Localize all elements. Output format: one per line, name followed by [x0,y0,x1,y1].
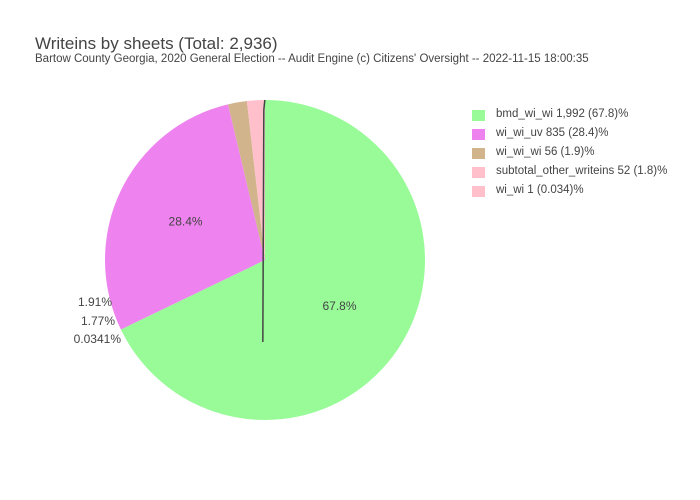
legend-swatch [472,186,485,197]
pie-slice-bmd-wi-wi[interactable] [120,100,426,420]
pie-slice-wi-wi-wi[interactable] [228,101,265,260]
legend-label: wi_wi_uv 835 (28.4)% [496,127,609,139]
legend-label: bmd_wi_wi 1,992 (67.8)% [496,108,629,120]
pie-slice-subtotal-other-writeins[interactable] [246,100,265,260]
pie-slices [104,100,426,420]
chart-title: Writeins by sheets (Total: 2,936) [35,34,278,53]
legend-swatch [472,129,485,140]
slice-label-wi-wi-uv: 28.4% [169,214,203,228]
legend-swatch [472,167,485,178]
slice-label-wi-wi: 0.0341% [74,332,122,346]
pie-labels: 67.8% 28.4% 1.91% 1.77% 0.0341% [74,99,357,346]
slice-label-wi-wi-wi: 1.91% [78,295,112,309]
legend-swatch [472,148,485,159]
legend-label: subtotal_other_writeins 52 (1.8)% [496,165,668,177]
pie-slice-wi-wi-uv[interactable] [104,104,265,330]
legend-label: wi_wi 1 (0.034)% [496,184,584,196]
legend-swatch [472,110,485,121]
leader-line-wi-wi [262,99,266,343]
slice-label-bmd-wi-wi: 67.8% [323,299,357,313]
legend-label: wi_wi_wi 56 (1.9)% [496,146,595,158]
slice-label-subtotal-other-writeins: 1.77% [81,314,115,328]
chart-subtitle: Bartow County Georgia, 2020 General Elec… [35,53,589,65]
